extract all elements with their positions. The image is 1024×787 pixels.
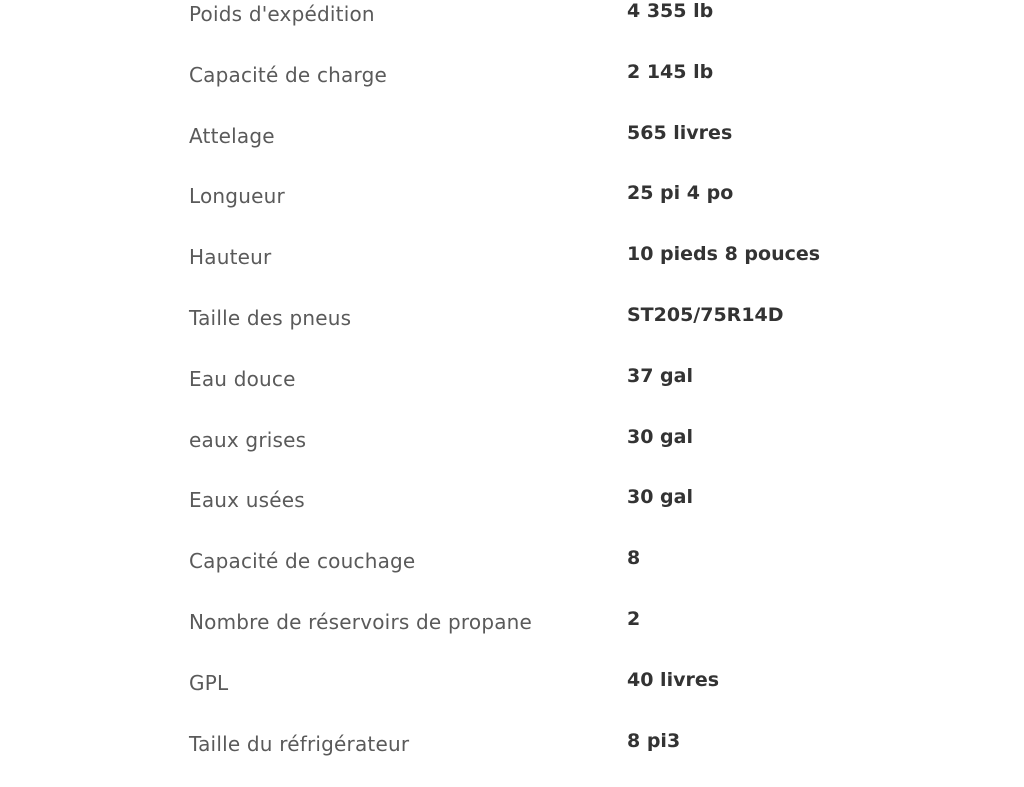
spec-row: Taille des pneus ST205/75R14D	[189, 301, 989, 362]
spec-value: 40 livres	[627, 668, 720, 691]
spec-value: 10 pieds 8 pouces	[627, 243, 821, 266]
spec-label: Eau douce	[189, 366, 296, 391]
spec-value: 8	[627, 547, 641, 570]
spec-label: Nombre de réservoirs de propane	[189, 609, 533, 634]
spec-row: Taille du réfrigérateur 8 pi3	[189, 727, 989, 787]
spec-row: Eaux usées 30 gal	[189, 483, 989, 544]
specifications-list: Poids d'expédition 4 355 lb Capacité de ch…	[189, 0, 989, 787]
spec-row: eaux grises 30 gal	[189, 423, 989, 484]
spec-value: 30 gal	[627, 425, 693, 448]
spec-row: Nombre de réservoirs de propane 2	[189, 605, 989, 666]
spec-value: 30 gal	[627, 486, 693, 509]
spec-row: GPL 40 livres	[189, 666, 989, 727]
spec-row: Capacité de couchage 8	[189, 544, 989, 605]
spec-label: Longueur	[189, 184, 285, 209]
spec-value: 4 355 lb	[627, 0, 714, 22]
spec-label: Capacité de charge	[189, 62, 387, 87]
spec-row: Eau douce 37 gal	[189, 362, 989, 423]
spec-label: Eaux usées	[189, 488, 305, 513]
spec-row: Longueur 25 pi 4 po	[189, 179, 989, 240]
spec-label: Taille du réfrigérateur	[189, 731, 410, 756]
spec-label: Attelage	[189, 123, 275, 148]
spec-row: Capacité de charge 2 145 lb	[189, 58, 989, 119]
spec-value: ST205/75R14D	[627, 303, 784, 326]
spec-value: 37 gal	[627, 364, 693, 387]
spec-value: 8 pi3	[627, 729, 681, 752]
spec-row: Hauteur 10 pieds 8 pouces	[189, 240, 989, 301]
spec-label: Poids d'expédition	[189, 2, 375, 26]
spec-label: GPL	[189, 670, 229, 695]
spec-value: 2 145 lb	[627, 60, 714, 83]
spec-value: 565 livres	[627, 121, 733, 144]
spec-label: Hauteur	[189, 245, 272, 270]
spec-row: Attelage 565 livres	[189, 119, 989, 180]
spec-label: Taille des pneus	[189, 305, 352, 330]
spec-label: eaux grises	[189, 427, 307, 452]
spec-row: Poids d'expédition 4 355 lb	[189, 0, 989, 58]
spec-label: Capacité de couchage	[189, 549, 416, 574]
spec-value: 2	[627, 607, 641, 630]
spec-value: 25 pi 4 po	[627, 182, 734, 205]
